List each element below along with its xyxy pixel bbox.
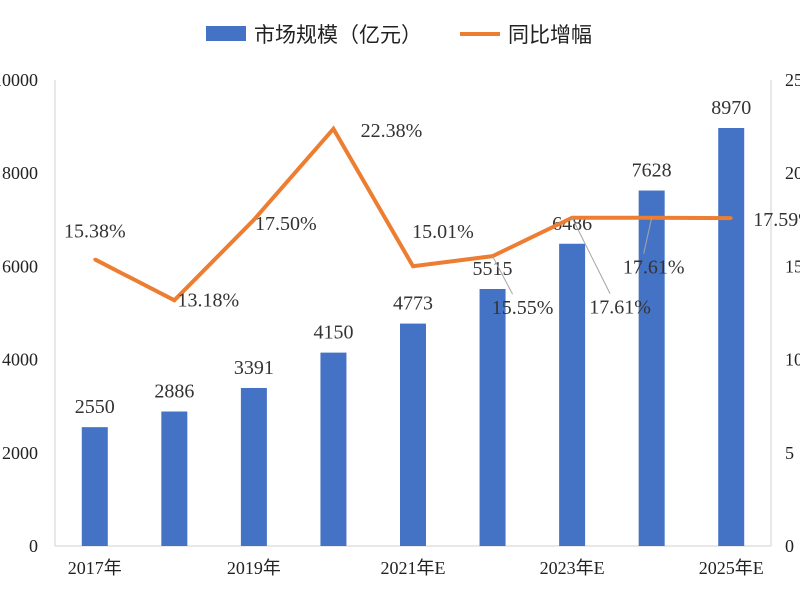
line-value-labels: 15.38% 13.18% 17.50% 22.38% 15.01% 15.55% 17.6… (64, 120, 800, 319)
bar-6 (479, 289, 506, 546)
growth-line-point (252, 218, 256, 222)
left-axis-tick-label: 8000 (2, 163, 38, 183)
x-axis-tick-label: 2019年 (227, 558, 281, 578)
line-value-label: 17.50% (255, 213, 317, 235)
leader-line (492, 255, 513, 295)
growth-line-point (331, 127, 335, 131)
right-axis-tick-label: 25 (785, 70, 800, 90)
leader-line (643, 217, 653, 254)
line-value-label: 17.61% (623, 257, 685, 279)
left-axis-tick-label: 2000 (2, 443, 38, 463)
growth-line-point (411, 264, 415, 268)
bar-4 (320, 352, 347, 546)
right-axis-tick-label: 20 (785, 163, 800, 183)
bar-2 (161, 411, 188, 546)
x-axis-tick-label: 2023年E (540, 558, 605, 578)
legend-bar-swatch (206, 26, 246, 41)
bar-value-label: 3391 (234, 357, 274, 379)
right-axis-tick-label: 0 (785, 536, 794, 556)
left-axis-tick-label: 10000 (0, 70, 38, 90)
left-axis-tick-label: 4000 (2, 350, 38, 370)
bar-3 (240, 387, 267, 546)
x-axis-tick-label: 2021年E (381, 558, 446, 578)
bar-value-label: 2550 (75, 396, 115, 418)
bar-value-label: 4773 (393, 293, 433, 315)
left-axis-ticks: 0 2000 4000 6000 8000 10000 (0, 70, 38, 556)
bar-value-label: 2886 (154, 381, 194, 403)
bar-value-label: 8970 (711, 97, 751, 119)
right-axis-tick-label: 15 (785, 256, 800, 276)
bar-1 (81, 427, 108, 546)
line-value-label: 13.18% (177, 289, 239, 311)
x-axis-tick-label: 2017年 (68, 558, 122, 578)
line-value-label: 15.38% (64, 220, 126, 242)
right-axis-tick-label: 10 (785, 350, 800, 370)
right-axis-ticks: 0 5 10 15 20 25 (785, 70, 800, 556)
leader-line (571, 217, 611, 294)
bar-9 (718, 127, 745, 547)
x-axis-tick-label: 2025年E (699, 558, 764, 578)
line-label-leader-lines (492, 217, 653, 295)
growth-line-point (729, 216, 733, 220)
line-value-label: 17.59% (753, 209, 800, 231)
bar-value-label: 5515 (473, 258, 513, 280)
bar-5 (400, 323, 426, 546)
legend: 市场规模（亿元） 同比增幅 (206, 23, 592, 47)
growth-line-point (93, 257, 97, 261)
bar-8 (638, 190, 665, 546)
left-axis-tick-label: 0 (29, 536, 38, 556)
line-value-label: 17.61% (589, 297, 651, 319)
x-axis-ticks: 2017年 2019年 2021年E 2023年E 2025年E (68, 558, 764, 578)
line-value-label: 15.55% (492, 297, 554, 319)
growth-line-point (172, 298, 176, 302)
bar-series (81, 127, 745, 547)
line-value-label: 15.01% (412, 221, 474, 243)
right-axis-tick-label: 5 (785, 443, 794, 463)
bar-7 (559, 243, 586, 547)
line-value-label: 22.38% (361, 120, 423, 142)
bar-value-label: 4150 (313, 322, 353, 344)
legend-bar-label: 市场规模（亿元） (254, 23, 422, 47)
bar-value-label: 7628 (632, 160, 672, 182)
legend-line-label: 同比增幅 (508, 23, 592, 47)
left-axis-tick-label: 6000 (2, 256, 38, 276)
